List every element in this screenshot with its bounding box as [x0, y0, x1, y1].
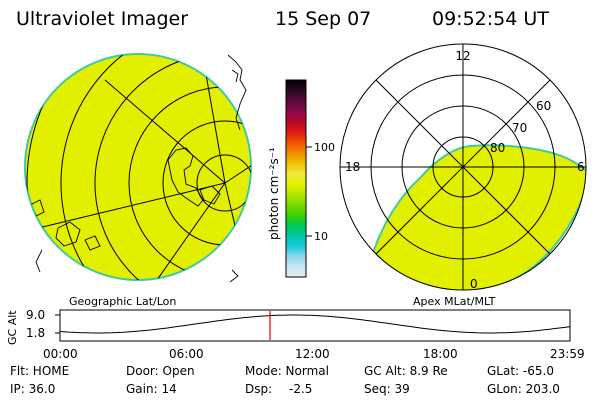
status-flt: Flt: HOME	[10, 364, 69, 378]
instrument-title: Ultraviolet Imager	[16, 8, 188, 30]
orbit-plot-frame	[59, 309, 571, 342]
status-gain: Gain: 14	[126, 382, 177, 396]
xtick-label-1200: 12:00	[295, 347, 330, 361]
mlat-grid	[339, 43, 587, 291]
colorbar-tick-label-10: 10	[314, 230, 328, 243]
mlat-label-70: 70	[512, 121, 527, 135]
mlt-label-18: 18	[345, 160, 360, 174]
mlt-label-0: 0	[470, 277, 478, 291]
orbit-ylabel: GC Alt	[6, 310, 19, 345]
colorbar-unit-label: photon cm⁻²s⁻¹	[267, 147, 281, 240]
status-seq: Seq: 39	[364, 382, 410, 396]
mlat-label-80: 80	[490, 141, 505, 155]
ytick-label-9: 9.0	[26, 308, 45, 322]
status-mode: Mode: Normal	[245, 364, 329, 378]
colorbar-tick-label-100: 100	[314, 141, 335, 154]
colorbar-scale	[285, 79, 307, 278]
intensity-colorbar: 100 10 photon cm⁻²s⁻¹	[267, 79, 335, 278]
status-gc-alt: GC Alt: 8.9 Re	[364, 364, 448, 378]
altitude-curve	[59, 314, 571, 334]
xtick-label-2359: 23:59	[550, 347, 585, 361]
geographic-image	[24, 53, 252, 283]
xtick-label-0000: 00:00	[43, 347, 78, 361]
mlt-label-12: 12	[455, 49, 470, 63]
status-block: Flt: HOME IP: 36.0 Door: Open Gain: 14 M…	[10, 364, 560, 396]
status-dsp-value: -2.5	[289, 382, 312, 396]
xtick-label-0600: 06:00	[169, 347, 204, 361]
ytick-label-1.8: 1.8	[26, 326, 45, 340]
status-dsp-label: Dsp:	[245, 382, 272, 396]
apex-label: Apex MLat/MLT	[413, 295, 496, 308]
status-glon: GLon: 203.0	[487, 382, 560, 396]
status-ip: IP: 36.0	[10, 382, 55, 396]
mlt-polar-plot: 12 6 0 18 60 70 80	[339, 43, 587, 291]
mlt-label-6: 6	[577, 160, 585, 174]
status-door: Door: Open	[126, 364, 195, 378]
left-aurora-fill	[24, 53, 252, 281]
coastlines	[29, 147, 221, 251]
outer-coastlines	[35, 54, 247, 283]
xtick-label-1800: 18:00	[423, 347, 458, 361]
status-glat: GLat: -65.0	[487, 364, 554, 378]
date-label: 15 Sep 07	[275, 8, 371, 30]
mlat-label-60: 60	[536, 99, 551, 113]
time-label: 09:52:54 UT	[432, 8, 549, 30]
geographic-label: Geographic Lat/Lon	[69, 295, 176, 308]
orbit-altitude-plot: 9.0 1.8 GC Alt 00:00 06:00 12:00 18:00 2…	[6, 308, 585, 361]
